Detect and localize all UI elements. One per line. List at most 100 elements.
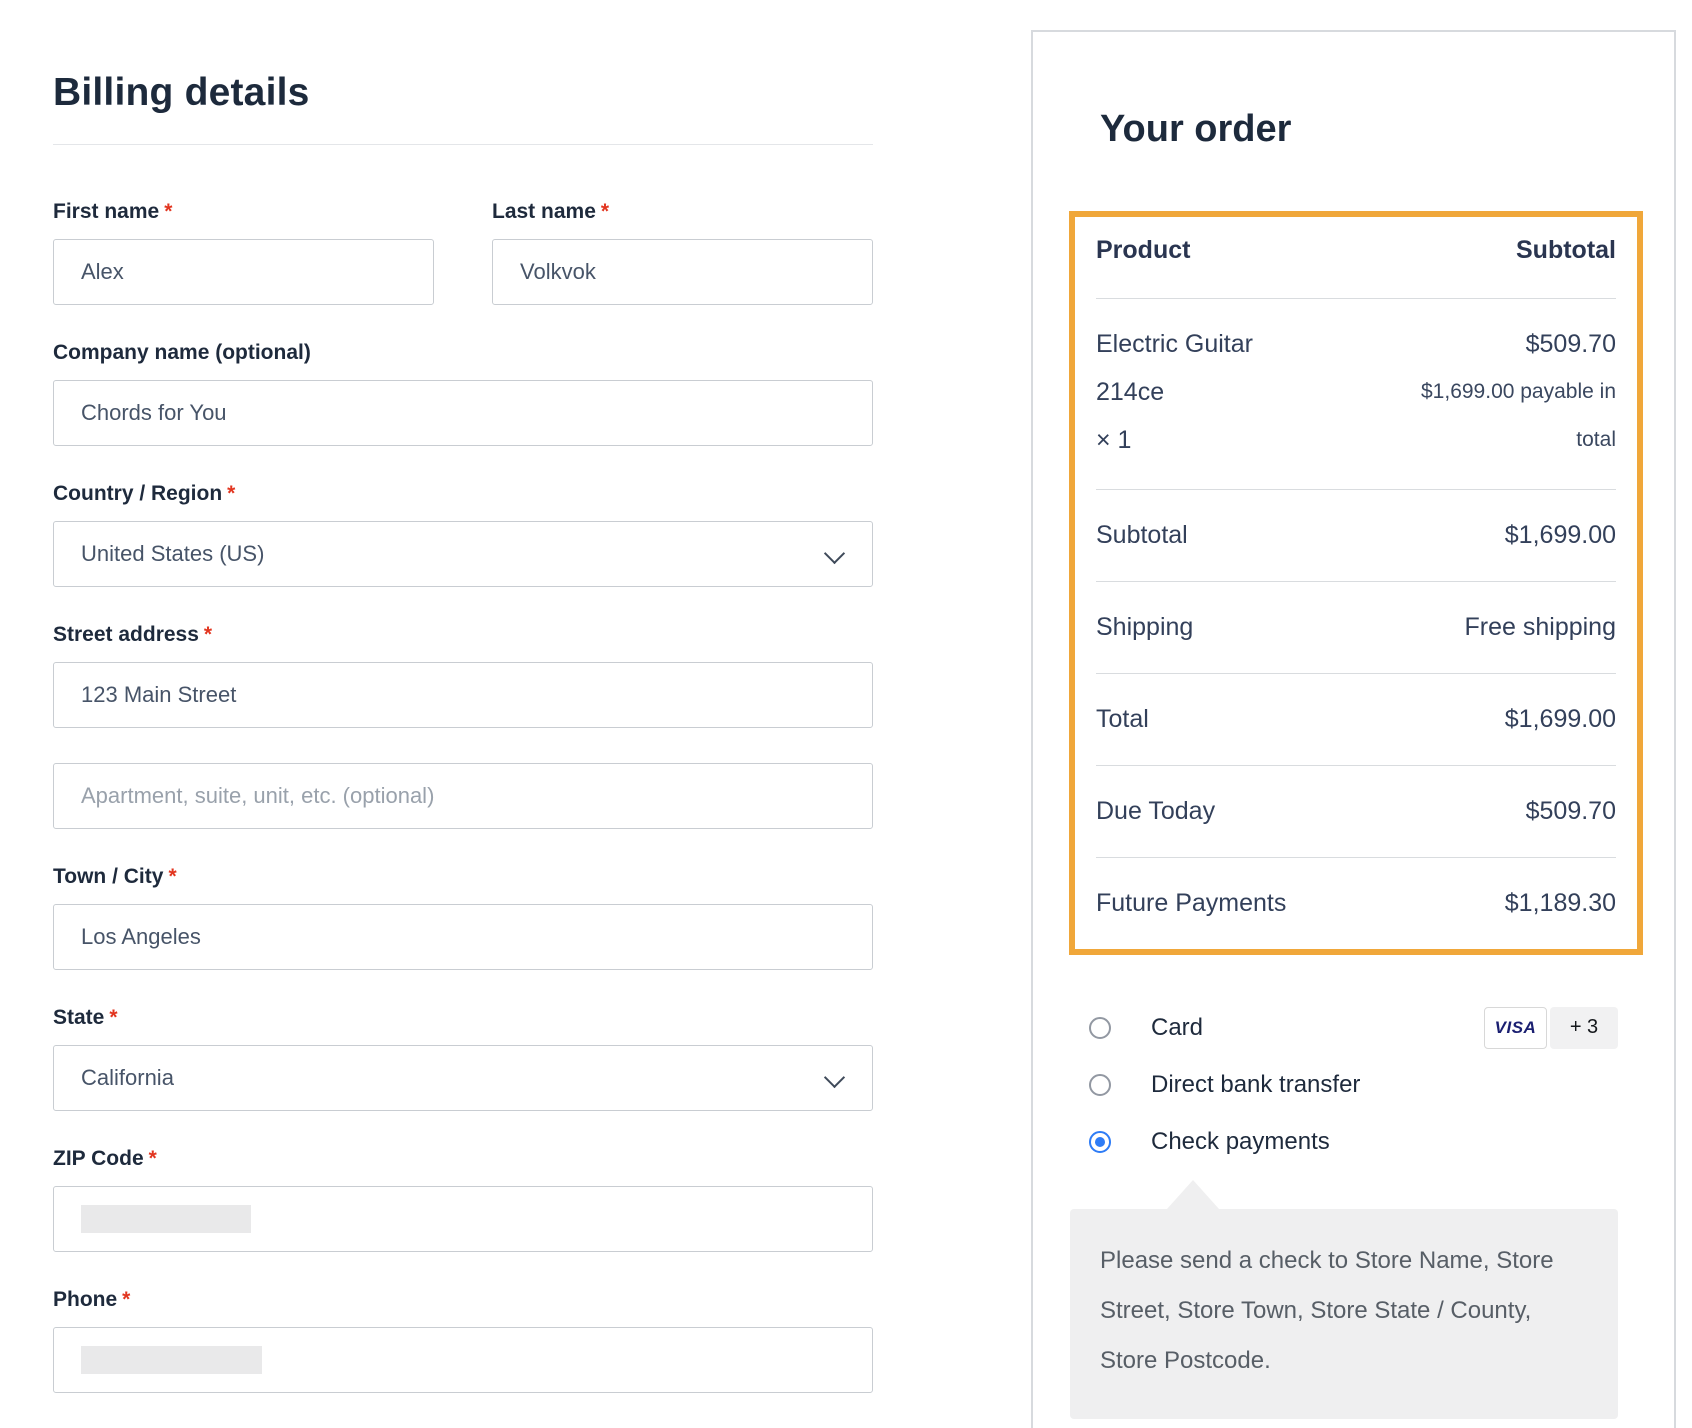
first-name-input[interactable] [53,239,434,305]
country-label: Country / Region * [53,481,873,507]
product-name-line: Electric Guitar [1096,330,1253,358]
label-text: Company name (optional) [53,341,311,364]
radio-button-selected[interactable] [1089,1130,1111,1153]
due-today-row: Due Today $509.70 [1096,766,1616,858]
state-selected-value: California [81,1065,174,1090]
last-name-label: Last name * [492,199,873,225]
required-asterisk: * [109,1006,118,1029]
redacted-value [81,1205,251,1233]
field-street-address: Street address * [53,622,873,728]
payment-option-label: Card [1151,1013,1204,1041]
radio-button[interactable] [1089,1073,1111,1096]
payment-option-label: Check payments [1151,1127,1330,1155]
card-badges: VISA + 3 [1484,1006,1618,1049]
street-address-input[interactable] [53,662,873,728]
field-address-line-2 [53,763,873,829]
future-payments-row: Future Payments $1,189.30 [1096,858,1616,949]
label-text: State [53,1006,105,1029]
field-state: State * California [53,1005,873,1111]
required-asterisk: * [600,200,610,223]
total-row-value: Free shipping [1464,613,1616,641]
total-row-label: Due Today [1096,797,1216,825]
total-row-value: $1,699.00 [1504,705,1616,733]
label-text: Street address [53,623,199,646]
payable-note-line: total [1576,428,1616,451]
total-row: Total $1,699.00 [1096,674,1616,766]
state-label: State * [53,1005,873,1031]
field-zip: ZIP Code * [53,1146,873,1252]
due-today-price: $509.70 [1525,330,1616,358]
tooltip-box: Please send a check to Store Name, Store… [1070,1209,1618,1419]
subtotal-column-header: Subtotal [1516,236,1616,264]
zip-label: ZIP Code * [53,1146,873,1172]
required-asterisk: * [148,1147,157,1170]
more-cards-badge: + 3 [1550,1006,1618,1049]
state-select[interactable]: California [53,1045,873,1111]
radio-button[interactable] [1089,1016,1111,1039]
city-input[interactable] [53,904,873,970]
total-row-label: Subtotal [1096,521,1188,549]
field-phone: Phone * [53,1287,873,1393]
product-name-line: 214ce [1096,378,1165,406]
company-label: Company name (optional) [53,340,873,366]
last-name-input[interactable] [492,239,873,305]
label-text: Phone [53,1288,118,1311]
check-note-text: Please send a check to Store Name, Store… [1100,1247,1554,1374]
street-address-label: Street address * [53,622,873,648]
required-asterisk: * [122,1288,131,1311]
label-text: Last name [492,200,596,223]
phone-label: Phone * [53,1287,873,1313]
product-name: Electric Guitar 214ce × 1 [1096,320,1253,464]
payment-option-card[interactable]: Card VISA + 3 [1089,999,1674,1056]
order-summary-panel: Your order Product Subtotal Electric Gui… [1031,30,1676,1428]
field-country: Country / Region * United States (US) [53,481,873,587]
payment-methods: Card VISA + 3 Direct bank transfer Check… [1089,999,1674,1170]
chevron-down-icon [823,1066,846,1089]
payment-option-label: Direct bank transfer [1151,1070,1361,1098]
required-asterisk: * [164,200,173,223]
payment-option-bank-transfer[interactable]: Direct bank transfer [1089,1056,1674,1113]
required-asterisk: * [203,623,213,646]
field-city: Town / City * [53,864,873,970]
total-row-value: $1,699.00 [1504,521,1616,549]
field-company: Company name (optional) [53,340,873,446]
field-last-name: Last name * [492,199,873,305]
first-name-label: First name * [53,199,434,225]
total-row-value: $1,189.30 [1504,889,1616,917]
required-asterisk: * [227,482,236,505]
phone-input[interactable] [53,1327,873,1393]
order-totals-highlight-box: Product Subtotal Electric Guitar 214ce ×… [1069,211,1643,955]
redacted-value [81,1346,262,1374]
company-input[interactable] [53,380,873,446]
label-text: ZIP Code [53,1147,144,1170]
label-text: Country / Region [53,482,223,505]
heading-divider [53,144,873,145]
page-title: Billing details [53,71,310,114]
visa-icon: VISA [1484,1006,1547,1049]
country-select[interactable]: United States (US) [53,521,873,587]
country-selected-value: United States (US) [81,541,265,566]
order-line-item: Electric Guitar 214ce × 1 $509.70 $1,699… [1096,299,1616,490]
city-label: Town / City * [53,864,873,890]
product-price: $509.70 $1,699.00 payable in total [1421,320,1616,464]
total-row-value: $509.70 [1525,797,1616,825]
payable-note-line: $1,699.00 payable in [1421,380,1616,403]
product-column-header: Product [1096,236,1191,264]
field-first-name: First name * [53,199,434,305]
product-quantity: × 1 [1096,426,1132,454]
subtotal-row: Subtotal $1,699.00 [1096,490,1616,582]
total-row-label: Total [1096,705,1149,733]
required-asterisk: * [168,865,177,888]
total-row-label: Future Payments [1096,889,1287,917]
label-text: First name [53,200,160,223]
label-text: Town / City [53,865,164,888]
total-row-label: Shipping [1096,613,1194,641]
tooltip-arrow-up-icon [1167,1180,1219,1209]
chevron-down-icon [823,542,846,565]
order-title: Your order [1100,108,1292,150]
zip-input[interactable] [53,1186,873,1252]
billing-details-section: Billing details First name* Last name* C… [53,70,873,1428]
order-table-header: Product Subtotal [1096,217,1616,299]
apartment-input[interactable] [53,763,873,829]
payment-option-check[interactable]: Check payments [1089,1113,1674,1170]
